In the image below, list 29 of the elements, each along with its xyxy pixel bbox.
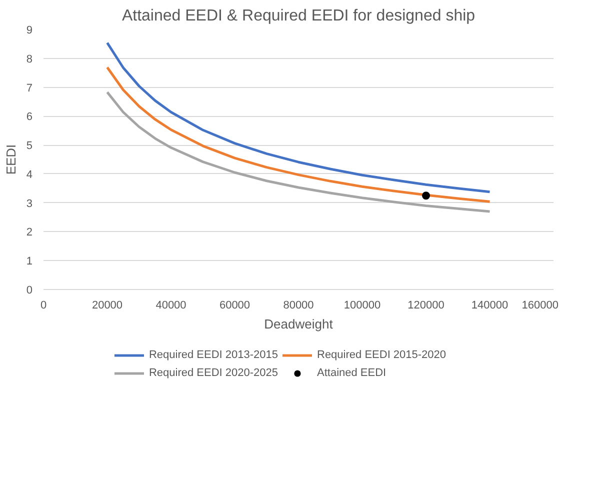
- line-series: [106, 90, 491, 213]
- y-tick-label: 4: [26, 168, 33, 181]
- x-tick-label: 140000: [471, 300, 508, 312]
- y-tick-label: 5: [26, 140, 33, 152]
- x-tick-label: 60000: [219, 300, 250, 312]
- y-tick-label: 3: [26, 198, 33, 210]
- legend-label: Required EEDI 2013-2015: [148, 348, 278, 362]
- line-series: [106, 66, 491, 203]
- x-tick-label: 0: [40, 300, 47, 312]
- legend-label: Required EEDI 2015-2020: [317, 348, 446, 362]
- y-tick-label: 6: [26, 111, 33, 124]
- x-tick-label: 40000: [156, 300, 186, 312]
- y-tick-label: 7: [26, 82, 33, 94]
- x-tick-label: 160000: [522, 300, 559, 312]
- y-tick-label: 9: [26, 24, 33, 36]
- y-tick-label: 8: [26, 53, 33, 66]
- y-tick-label: 2: [26, 226, 33, 239]
- y-tick-label: 0: [26, 284, 33, 296]
- x-tick-label: 100000: [344, 300, 381, 312]
- legend-label: Required EEDI 2020-2025: [148, 366, 278, 380]
- line-series: [106, 42, 491, 194]
- y-axis-title: EEDI: [3, 144, 18, 175]
- x-axis-title: Deadweight: [264, 316, 334, 332]
- legend-label: Attained EEDI: [317, 366, 386, 380]
- x-tick-label: 120000: [408, 300, 444, 312]
- x-tick-label: 80000: [283, 300, 314, 312]
- chart-title: Attained EEDI & Required EEDI for designed ship: [122, 8, 476, 24]
- x-tick-label: 20000: [92, 300, 123, 312]
- y-tick-label: 1: [26, 256, 33, 268]
